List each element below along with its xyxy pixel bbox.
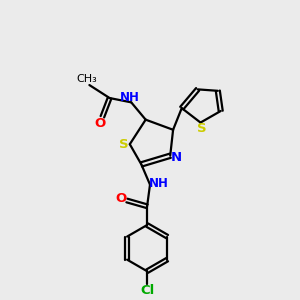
Text: NH: NH	[149, 177, 169, 190]
Text: NH: NH	[120, 91, 140, 104]
Text: O: O	[115, 192, 126, 205]
Text: Cl: Cl	[140, 284, 154, 297]
Text: N: N	[171, 151, 182, 164]
Text: S: S	[118, 138, 128, 151]
Text: S: S	[197, 122, 207, 135]
Text: CH₃: CH₃	[76, 74, 97, 84]
Text: O: O	[94, 117, 106, 130]
